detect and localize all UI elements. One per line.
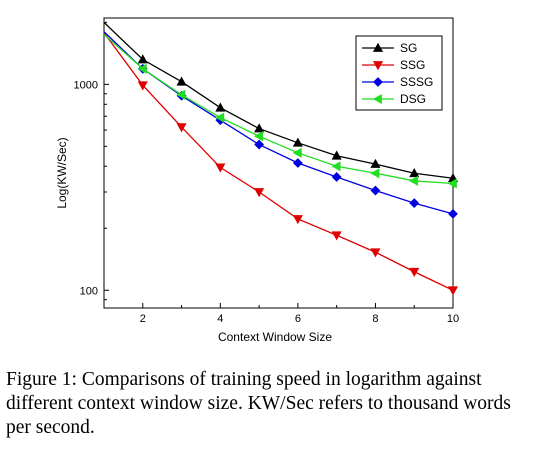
data-point-sg (177, 78, 185, 86)
data-point-sssg (449, 210, 457, 218)
legend-label-sg: SG (400, 41, 417, 55)
data-point-ssg (255, 189, 263, 197)
x-tick-label: 8 (372, 313, 378, 325)
data-point-sssg (332, 173, 340, 181)
y-axis-label: Log(KW/Sec) (55, 137, 69, 208)
legend-label-sssg: SSSG (400, 75, 433, 89)
data-point-ssg (371, 249, 379, 257)
data-point-sssg (294, 159, 302, 167)
figure-caption: Figure 1: Comparisons of training speed … (6, 368, 536, 440)
data-point-sg (255, 124, 263, 132)
data-point-dsg (332, 162, 340, 170)
data-point-ssg (449, 287, 457, 295)
data-point-dsg (410, 177, 418, 185)
data-point-ssg (294, 216, 302, 224)
data-point-sg (216, 104, 224, 112)
legend-label-dsg: DSG (400, 92, 426, 106)
data-point-dsg (294, 149, 302, 157)
x-tick-label: 2 (140, 313, 146, 325)
y-tick-label: 1000 (74, 79, 98, 91)
chart: 2 4 6 8 10 100 1000 SG SSG SSSG DSG Context Window… (0, 0, 543, 360)
data-point-sssg (410, 199, 418, 207)
data-point-dsg (255, 132, 263, 140)
y-tick-label: 100 (80, 285, 98, 297)
data-point-ssg (410, 268, 418, 276)
x-tick-label: 10 (447, 313, 459, 325)
data-point-sssg (255, 140, 263, 148)
data-point-ssg (332, 232, 340, 240)
data-point-dsg (371, 169, 379, 177)
data-point-sssg (371, 186, 379, 194)
data-point-ssg (216, 164, 224, 172)
x-tick-label: 4 (217, 313, 223, 325)
legend-label-ssg: SSG (400, 58, 425, 72)
x-tick-label: 6 (295, 313, 301, 325)
x-axis-label: Context Window Size (218, 330, 332, 344)
